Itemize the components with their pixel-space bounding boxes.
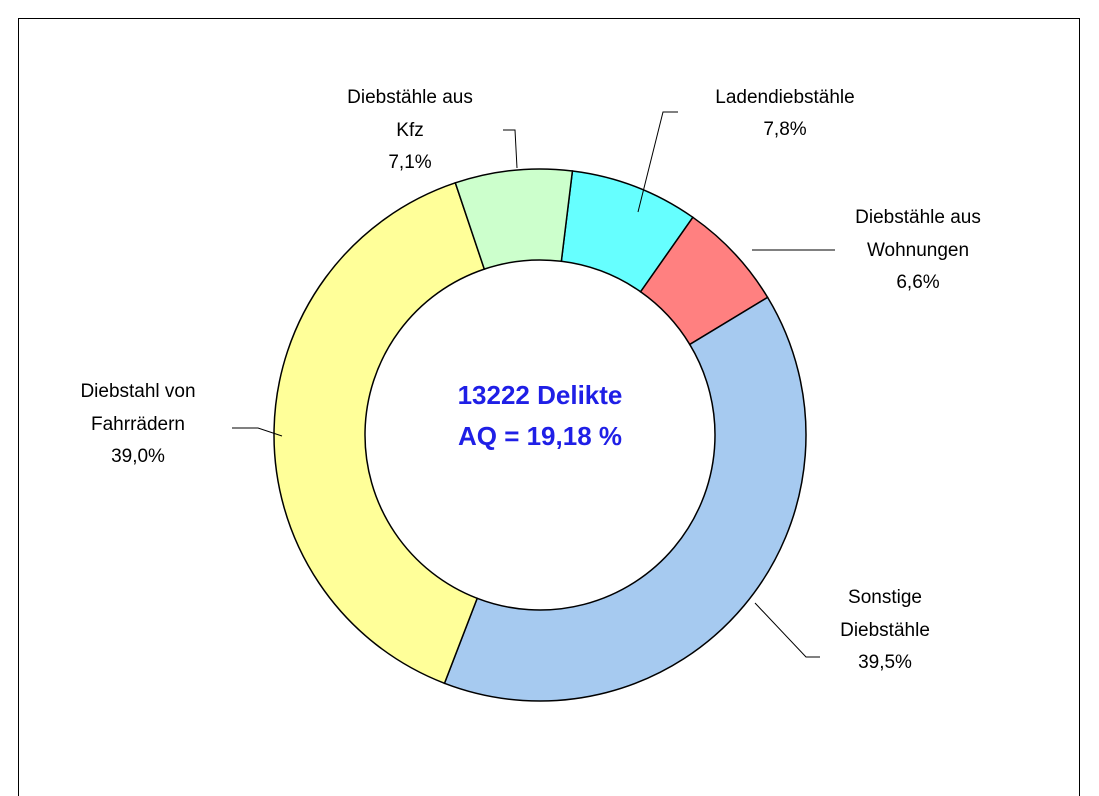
donut xyxy=(273,168,807,702)
value-label: 6,6% xyxy=(896,272,939,293)
label-line: Diebstähle xyxy=(840,620,930,641)
leader-lines xyxy=(232,111,835,658)
value-label: 39,5% xyxy=(858,652,912,673)
donut-segment xyxy=(273,181,486,685)
label-line: Fahrrädern xyxy=(91,414,185,435)
donut-segment xyxy=(454,168,574,271)
chart-border xyxy=(18,18,1080,796)
segment-label: Ladendiebstähle xyxy=(715,87,854,108)
segment-label: Diebstahl von Fahrrädern xyxy=(80,381,195,435)
segment-label: Diebstähle aus Kfz xyxy=(347,87,473,141)
center-text: AQ = 19,18 % xyxy=(458,421,622,451)
value-label: 7,8% xyxy=(763,119,806,140)
leader-line xyxy=(637,111,678,213)
value-label: 7,1% xyxy=(388,152,431,173)
segment-label: Sonstige Diebstähle xyxy=(840,587,930,641)
label-line: Sonstige xyxy=(848,587,922,608)
donut-segment xyxy=(443,296,807,702)
leader-line xyxy=(754,602,820,658)
segment-label: Diebstähle aus Wohnungen xyxy=(855,207,981,261)
label-line: Wohnungen xyxy=(867,240,969,261)
center-text: 13222 Delikte xyxy=(458,380,623,410)
label-line: Diebstähle aus xyxy=(855,207,981,228)
leader-line xyxy=(232,427,283,437)
label-line: Diebstahl von xyxy=(80,381,195,402)
leader-line xyxy=(503,129,518,169)
label-line: Kfz xyxy=(396,120,423,141)
value-label: 39,0% xyxy=(111,446,165,467)
label-line: Ladendiebstähle xyxy=(715,87,854,108)
label-line: Diebstähle aus xyxy=(347,87,473,108)
